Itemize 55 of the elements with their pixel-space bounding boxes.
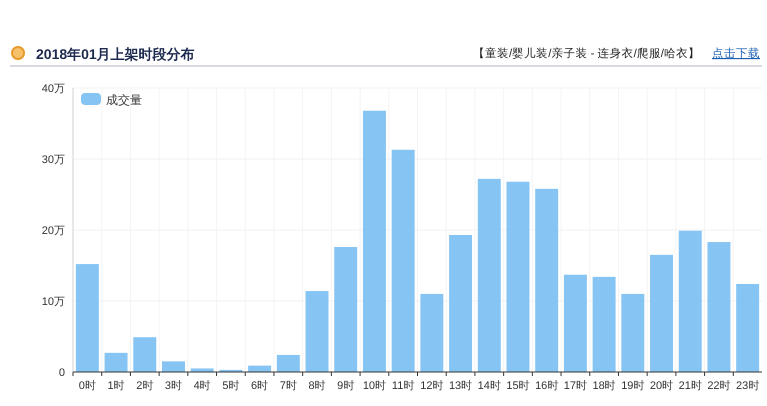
x-tick-label: 17时 (564, 379, 588, 392)
y-tick-label: 20万 (42, 225, 65, 237)
bar (392, 150, 415, 372)
x-tick-label: 15时 (506, 379, 530, 392)
bar (276, 354, 300, 372)
x-tick-label: 13时 (448, 379, 472, 392)
bar (707, 242, 730, 372)
y-tick-label: 40万 (42, 83, 65, 95)
x-tick-label: 2时 (136, 379, 154, 392)
bar (478, 178, 501, 372)
bar (306, 291, 329, 372)
bar (334, 247, 358, 372)
y-tick-label: 10万 (42, 296, 65, 308)
bar (506, 182, 530, 372)
bar (564, 274, 587, 372)
bar (162, 361, 185, 372)
bar (592, 276, 616, 372)
x-tick-label: 8时 (308, 379, 326, 392)
x-tick-label: 20时 (650, 379, 674, 392)
x-tick-label: 6时 (251, 379, 268, 392)
x-tick-label: 23时 (736, 379, 760, 392)
x-tick-label: 3时 (164, 379, 182, 392)
x-tick-label: 18时 (592, 379, 616, 392)
x-tick-label: 21时 (678, 379, 702, 392)
x-tick-label: 4时 (194, 379, 211, 392)
bar (362, 110, 386, 372)
bar (133, 337, 156, 372)
x-tick-label: 10时 (362, 379, 386, 392)
bar (449, 234, 472, 372)
y-tick-label: 0 (58, 367, 65, 379)
legend-label: 成交量 (106, 93, 142, 107)
bar (650, 254, 674, 372)
chart-title: 2018年01月上架时段分布 (36, 46, 195, 62)
y-tick-label: 30万 (42, 154, 65, 166)
x-tick-label: 1时 (108, 379, 125, 392)
x-tick-label: 12时 (420, 379, 444, 392)
x-tick-label: 9时 (337, 379, 354, 392)
bar (76, 264, 99, 372)
bar (104, 352, 128, 372)
x-tick-label: 16时 (535, 379, 558, 392)
x-tick-label: 22时 (707, 379, 731, 392)
x-tick-label: 5时 (222, 379, 240, 392)
x-tick-label: 11时 (392, 379, 414, 392)
bar (736, 284, 760, 372)
x-tick-label: 14时 (478, 379, 501, 392)
x-tick-label: 7时 (280, 379, 297, 392)
bar (420, 294, 444, 372)
text: 点击下载 (712, 47, 760, 60)
bar (621, 294, 644, 372)
bar (248, 366, 272, 372)
bar (678, 230, 702, 372)
chart-subtitle: 【童装/婴儿装/亲子装 - 连身衣/爬服/哈衣】 (473, 46, 700, 60)
x-tick-label: 19时 (621, 379, 644, 392)
bar (535, 188, 558, 372)
x-tick-label: 0时 (78, 379, 96, 392)
